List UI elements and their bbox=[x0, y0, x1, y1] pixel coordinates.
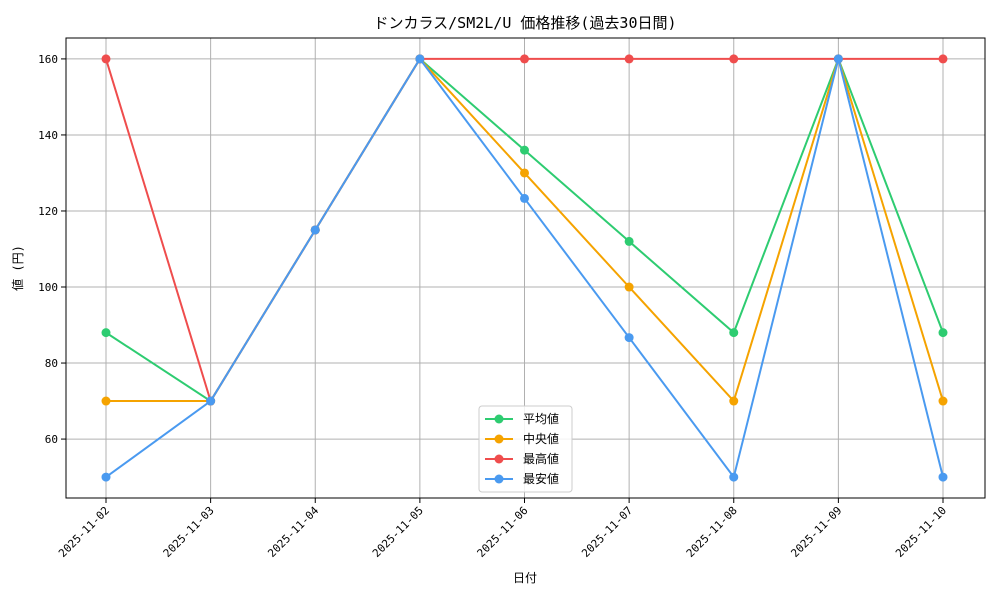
x-axis-label: 日付 bbox=[513, 571, 537, 585]
chart-title: ドンカラス/SM2L/U 価格推移(過去30日間) bbox=[373, 14, 676, 32]
data-point bbox=[729, 396, 739, 406]
legend-box bbox=[478, 405, 573, 493]
plot-frame bbox=[65, 37, 986, 499]
series-4 bbox=[101, 54, 948, 482]
data-point bbox=[833, 54, 843, 64]
y-tick-label: 160 bbox=[38, 53, 58, 66]
data-point bbox=[206, 396, 216, 406]
y-tick-label: 60 bbox=[45, 433, 58, 446]
data-point bbox=[101, 328, 111, 338]
y-tick-label: 100 bbox=[38, 281, 58, 294]
data-point bbox=[624, 54, 634, 64]
data-point bbox=[101, 472, 111, 482]
data-point bbox=[938, 396, 948, 406]
y-axis-label: 値 (円) bbox=[10, 245, 25, 291]
legend-marker bbox=[494, 414, 504, 424]
data-point bbox=[938, 328, 948, 338]
data-point bbox=[729, 54, 739, 64]
data-point bbox=[520, 168, 529, 178]
data-point bbox=[729, 328, 739, 338]
legend-label: 中央値 bbox=[523, 431, 559, 446]
data-point bbox=[101, 396, 111, 406]
legend-marker bbox=[494, 454, 504, 464]
legend-label: 最安値 bbox=[523, 471, 559, 486]
data-point bbox=[520, 145, 529, 155]
y-tick-label: 80 bbox=[45, 357, 58, 370]
legend-marker bbox=[494, 434, 504, 444]
data-point bbox=[624, 282, 634, 292]
data-point bbox=[415, 54, 425, 64]
data-point bbox=[624, 333, 634, 343]
data-point bbox=[310, 225, 320, 235]
y-tick-label: 120 bbox=[38, 205, 58, 218]
legend-marker bbox=[494, 474, 504, 484]
legend-label: 平均値 bbox=[523, 411, 559, 426]
data-point bbox=[101, 54, 111, 64]
series-layer bbox=[101, 54, 948, 482]
y-tick-label: 140 bbox=[38, 129, 58, 142]
data-point bbox=[520, 193, 529, 203]
data-point bbox=[938, 472, 948, 482]
data-point bbox=[938, 54, 948, 64]
legend-label: 最高値 bbox=[523, 451, 559, 466]
data-point bbox=[624, 236, 634, 246]
data-point bbox=[520, 54, 529, 64]
y-axis: 60 80 100 120 140 160 bbox=[38, 53, 66, 446]
data-point bbox=[729, 472, 739, 482]
